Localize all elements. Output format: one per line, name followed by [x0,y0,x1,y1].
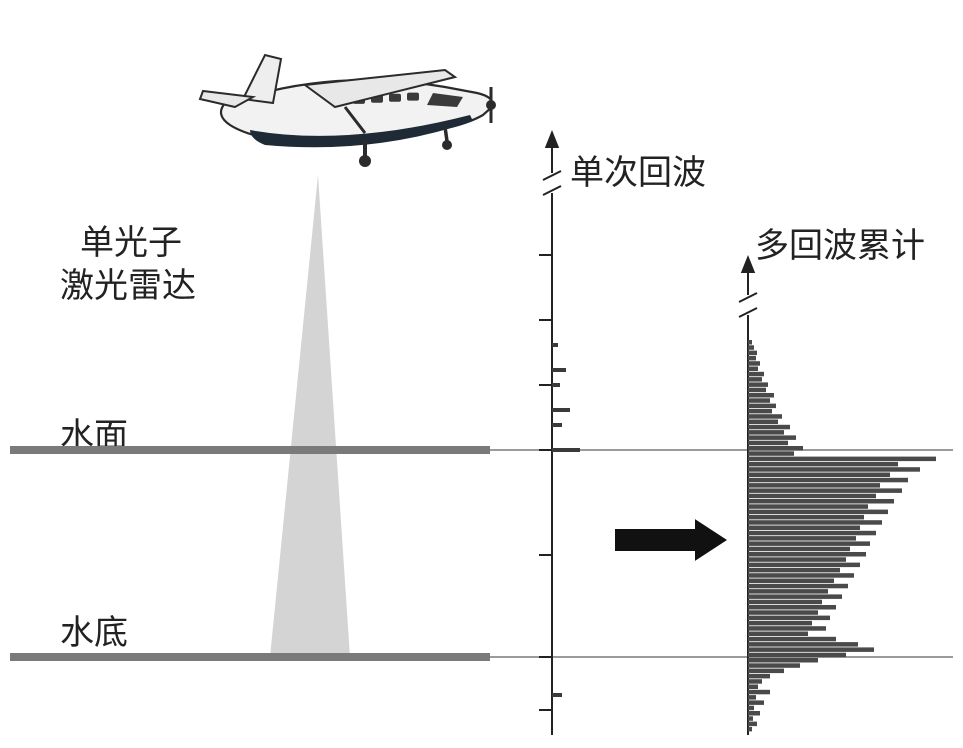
multi-echo-bar [748,610,818,615]
multi-echo-bar [748,520,882,525]
multi-echo-bar [748,467,920,472]
multi-echo-bar [748,404,776,409]
multi-echo-bar [748,414,782,419]
multi-echo-bar [748,579,834,584]
multi-echo-bar [748,451,794,456]
multi-echo-bar [748,716,753,721]
multi-echo-bar [748,446,803,451]
multi-echo-bar [748,345,754,350]
single-echo-event [552,408,570,412]
multi-echo-bar [748,462,898,467]
multi-echo-bar [748,435,796,440]
multi-echo-bar [748,695,756,700]
multi-echo-bar [748,478,908,483]
laser-beam [270,175,350,657]
multi-echo-bar [748,621,812,626]
multi-echo-bar [748,584,848,589]
multi-echo-bar [748,494,876,499]
multi-echo-bar [748,573,854,578]
multi-echo-bar [748,382,768,387]
multi-echo-bar [748,409,772,414]
multi-echo-bar [748,594,842,599]
multi-echo-bar [748,441,788,446]
multi-echo-bar [748,372,764,377]
multi-echo-bar [748,685,758,690]
single-echo-event [552,343,558,347]
multi-echo-bar [748,637,836,642]
multi-echo-bar [748,642,858,647]
single-echo-event [552,383,560,387]
multi-echo-bar [748,563,860,568]
multi-echo-bar [748,605,836,610]
multi-echo-bar [748,531,876,536]
multi-echo-bar [748,679,762,684]
multi-echo-bar [748,398,770,403]
diagram-svg [0,0,963,748]
multi-echo-bar [748,356,756,361]
multi-echo-bar [748,669,784,674]
multi-echo-bar [748,536,856,541]
multi-echo-bar [748,361,760,366]
multi-echo-bar [748,377,762,382]
single-echo-event [552,693,562,697]
single-echo-event [552,448,580,452]
single-echo-event [552,423,562,427]
multi-echo-bar [748,711,760,716]
multi-echo-bar [748,589,828,594]
multi-echo-bar [748,483,880,488]
multi-echo-bar [748,674,770,679]
axis-single-echo [539,130,561,735]
multi-echo-bar [748,541,870,546]
multi-echo-bar [748,552,866,557]
multi-echo-histogram [748,340,936,731]
multi-echo-bar [748,504,868,509]
multi-echo-bar [748,388,766,393]
multi-echo-bar [748,658,818,663]
multi-echo-bar [748,600,822,605]
multi-echo-bar [748,457,936,462]
airplane-icon [200,55,496,167]
multi-echo-bar [748,340,752,345]
single-echo-event [552,368,566,372]
multi-echo-bar [748,430,784,435]
arrow-single-to-multi [615,519,727,561]
multi-echo-bar [748,700,764,705]
multi-echo-bar [748,367,758,372]
multi-echo-bar [748,515,864,520]
multi-echo-bar [748,632,808,637]
diagram-canvas: 单光子 激光雷达 水面 水底 单次回波 多回波累计 [0,0,963,748]
multi-echo-bar [748,626,826,631]
multi-echo-bar [748,425,790,430]
multi-echo-bar [748,663,800,668]
multi-echo-bar [748,647,874,652]
multi-echo-bar [748,616,830,621]
multi-echo-bar [748,706,754,711]
multi-echo-bar [748,653,846,658]
multi-echo-bar [748,547,850,552]
multi-echo-bar [748,568,840,573]
multi-echo-bar [748,488,902,493]
multi-echo-bar [748,526,860,531]
multi-echo-bar [748,690,770,695]
multi-echo-bar [748,473,890,478]
multi-echo-bar [748,557,846,562]
multi-echo-bar [748,351,757,356]
multi-echo-bar [748,393,774,398]
multi-echo-bar [748,420,778,425]
multi-echo-bar [748,510,888,514]
multi-echo-bar [748,727,752,732]
multi-echo-bar [748,722,757,727]
multi-echo-bar [748,499,894,504]
